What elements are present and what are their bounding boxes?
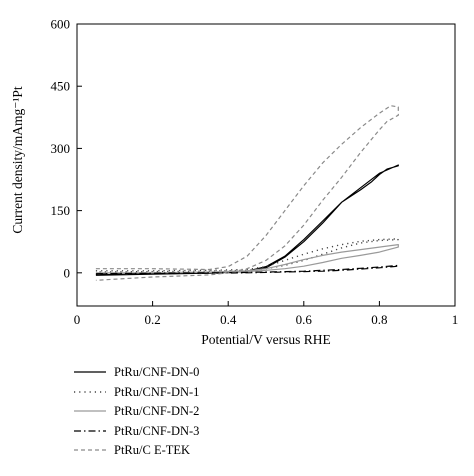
legend-item: PtRu/C E-TEK xyxy=(74,442,374,462)
y-tick-label: 150 xyxy=(51,203,71,218)
x-tick-label: 0.2 xyxy=(144,312,160,327)
y-tick-label: 450 xyxy=(51,79,71,94)
series-line xyxy=(95,264,399,275)
y-tick-label: 0 xyxy=(64,265,71,280)
chart: 0 0.2 0.4 0.6 0.8 1 0 150 300 450 600 Potential/V … xyxy=(10,17,459,348)
x-tick-label: 0.8 xyxy=(371,312,387,327)
x-tick-label: 1 xyxy=(452,312,459,327)
legend-label: PtRu/C E-TEK xyxy=(114,443,191,457)
series-lines xyxy=(95,105,399,281)
x-tick-label: 0 xyxy=(74,312,81,327)
series-line xyxy=(95,105,399,281)
legend-item: PtRu/CNF-DN-0 xyxy=(74,364,374,384)
y-tick-label: 300 xyxy=(51,141,71,156)
x-tick-label: 0.4 xyxy=(220,312,237,327)
legend-item: PtRu/CNF-DN-2 xyxy=(74,403,374,423)
legend: PtRu/CNF-DN-0 PtRu/CNF-DN-1 PtRu/CNF-DN-… xyxy=(74,364,374,462)
series-line xyxy=(95,244,399,274)
x-axis-label: Potential/V versus RHE xyxy=(201,332,331,347)
legend-label: PtRu/CNF-DN-0 xyxy=(114,365,200,379)
legend-item: PtRu/CNF-DN-3 xyxy=(74,423,374,443)
series-line xyxy=(95,238,399,273)
y-axis-label: Current density/mAmg⁻¹Pt xyxy=(10,86,25,234)
legend-label: PtRu/CNF-DN-3 xyxy=(114,423,200,438)
series-line xyxy=(95,164,399,276)
x-tick-label: 0.6 xyxy=(296,312,313,327)
y-tick-label: 600 xyxy=(51,17,71,32)
legend-label: PtRu/CNF-DN-2 xyxy=(114,404,200,418)
axis-ticks: 0 0.2 0.4 0.6 0.8 1 0 150 300 450 600 xyxy=(51,17,459,328)
legend-item: PtRu/CNF-DN-1 xyxy=(74,384,374,404)
legend-label: PtRu/CNF-DN-1 xyxy=(114,384,200,399)
plot-frame xyxy=(76,23,456,307)
